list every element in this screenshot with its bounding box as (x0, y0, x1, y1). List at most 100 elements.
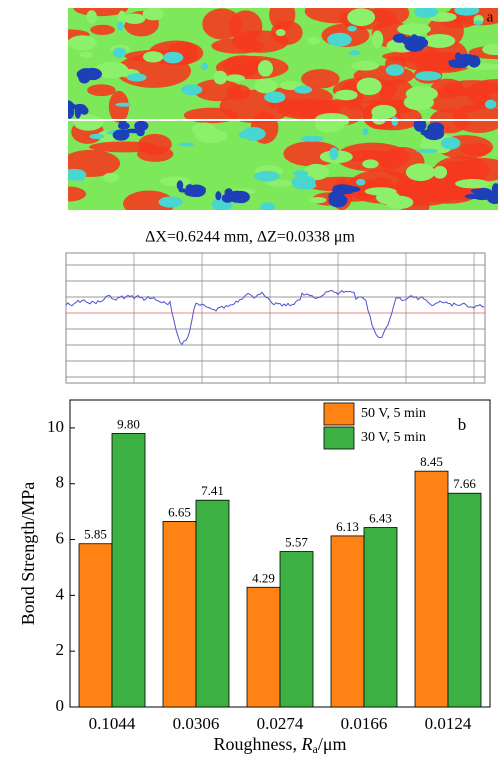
panel-label-a: a (487, 9, 494, 25)
cyan-patch (327, 32, 352, 47)
blue-patch (193, 186, 206, 191)
cyan-patch (440, 137, 461, 150)
cyan-patch (162, 51, 184, 64)
red-patch (270, 20, 303, 45)
cyan-patch (454, 8, 480, 16)
value-label: 7.41 (201, 483, 224, 498)
y-tick-label: 0 (56, 696, 65, 715)
green-patch (433, 165, 448, 179)
legend-label: 30 V, 5 min (361, 430, 426, 445)
x-tick-label: 0.0306 (173, 714, 220, 733)
green-patch (275, 29, 286, 37)
red-patch (138, 133, 172, 155)
value-label: 5.57 (285, 535, 308, 550)
green-patch (303, 163, 330, 181)
blue-patch (68, 100, 74, 111)
red-patch (301, 69, 340, 89)
green-patch (309, 196, 327, 204)
green-patch (356, 77, 382, 96)
blue-patch (405, 36, 426, 41)
cyan-patch (158, 196, 183, 208)
value-label: 6.43 (369, 511, 392, 526)
green-patch (123, 13, 146, 24)
green-patch (371, 104, 397, 120)
blue-patch (232, 190, 250, 204)
value-label: 9.80 (117, 416, 140, 431)
value-label: 6.65 (168, 504, 191, 519)
x-axis-label-part: Roughness, (214, 734, 302, 754)
y-axis-label: Bond Strength/MPa (18, 482, 38, 626)
blue-patch (112, 129, 130, 141)
cyan-patch (89, 133, 105, 139)
blue-patch (215, 191, 222, 201)
cyan-patch (115, 102, 132, 107)
blue-patch (427, 124, 444, 136)
green-patch (397, 23, 431, 36)
cyan-patch (241, 127, 266, 141)
legend-label: 50 V, 5 min (361, 406, 426, 421)
blue-patch (134, 120, 149, 131)
blue-patch (413, 118, 427, 132)
green-patch (405, 163, 436, 182)
green-patch (403, 94, 435, 111)
cyan-patch (291, 175, 316, 189)
green-patch (423, 33, 456, 48)
y-tick-label: 2 (56, 640, 65, 659)
red-patch (68, 186, 87, 202)
cyan-patch (485, 99, 497, 109)
red-patch (235, 66, 256, 77)
cyan-patch (238, 131, 246, 139)
cyan-patch (112, 47, 127, 59)
bar (447, 492, 482, 708)
bar (279, 551, 314, 708)
cyan-patch (391, 116, 399, 126)
green-patch (347, 8, 376, 27)
green-patch (142, 8, 164, 21)
cyan-patch (329, 147, 339, 161)
legend-swatch (323, 402, 355, 426)
blue-patch (333, 187, 349, 194)
blue-patch (74, 105, 82, 119)
y-tick-label: 4 (56, 584, 65, 603)
y-tick-label: 10 (47, 417, 64, 436)
red-patch (460, 142, 491, 156)
cyan-patch (416, 148, 439, 154)
profile-frame (65, 252, 486, 384)
profile-plot (65, 252, 486, 384)
cyan-patch (362, 128, 369, 136)
blue-patch (461, 57, 469, 67)
value-label: 6.13 (336, 519, 359, 534)
value-label: 4.29 (252, 570, 275, 585)
red-patch (343, 149, 397, 163)
green-patch (328, 119, 350, 126)
cyan-patch (415, 71, 442, 81)
cyan-patch (126, 73, 147, 82)
x-axis-label-part: a (313, 742, 319, 756)
green-patch (371, 30, 384, 48)
bar (195, 499, 230, 708)
profile-line (65, 289, 485, 346)
cyan-patch (413, 8, 439, 18)
cyan-patch (178, 142, 194, 147)
green-patch (73, 114, 104, 131)
cyan-patch (254, 170, 280, 182)
red-patch (108, 90, 129, 123)
red-patch (372, 8, 410, 25)
bar (414, 470, 449, 708)
green-patch (254, 78, 278, 94)
x-tick-label: 0.0124 (425, 714, 472, 733)
green-patch (213, 70, 228, 85)
bar (78, 543, 113, 708)
bar (363, 527, 398, 708)
red-patch (87, 84, 116, 97)
blue-patch (80, 68, 93, 73)
bar (162, 521, 197, 708)
bar (330, 535, 365, 708)
x-axis-label-part: R (301, 734, 313, 754)
green-patch (334, 89, 358, 101)
x-axis-label: Roughness, Ra/μm (214, 734, 347, 756)
green-patch (362, 159, 379, 169)
surface-map (68, 8, 498, 210)
green-patch (68, 35, 97, 51)
